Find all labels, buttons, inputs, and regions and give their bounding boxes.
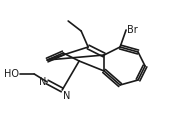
Text: HO: HO (4, 69, 19, 79)
Text: Br: Br (127, 25, 138, 35)
Text: N: N (39, 77, 46, 87)
Text: N: N (63, 91, 71, 101)
